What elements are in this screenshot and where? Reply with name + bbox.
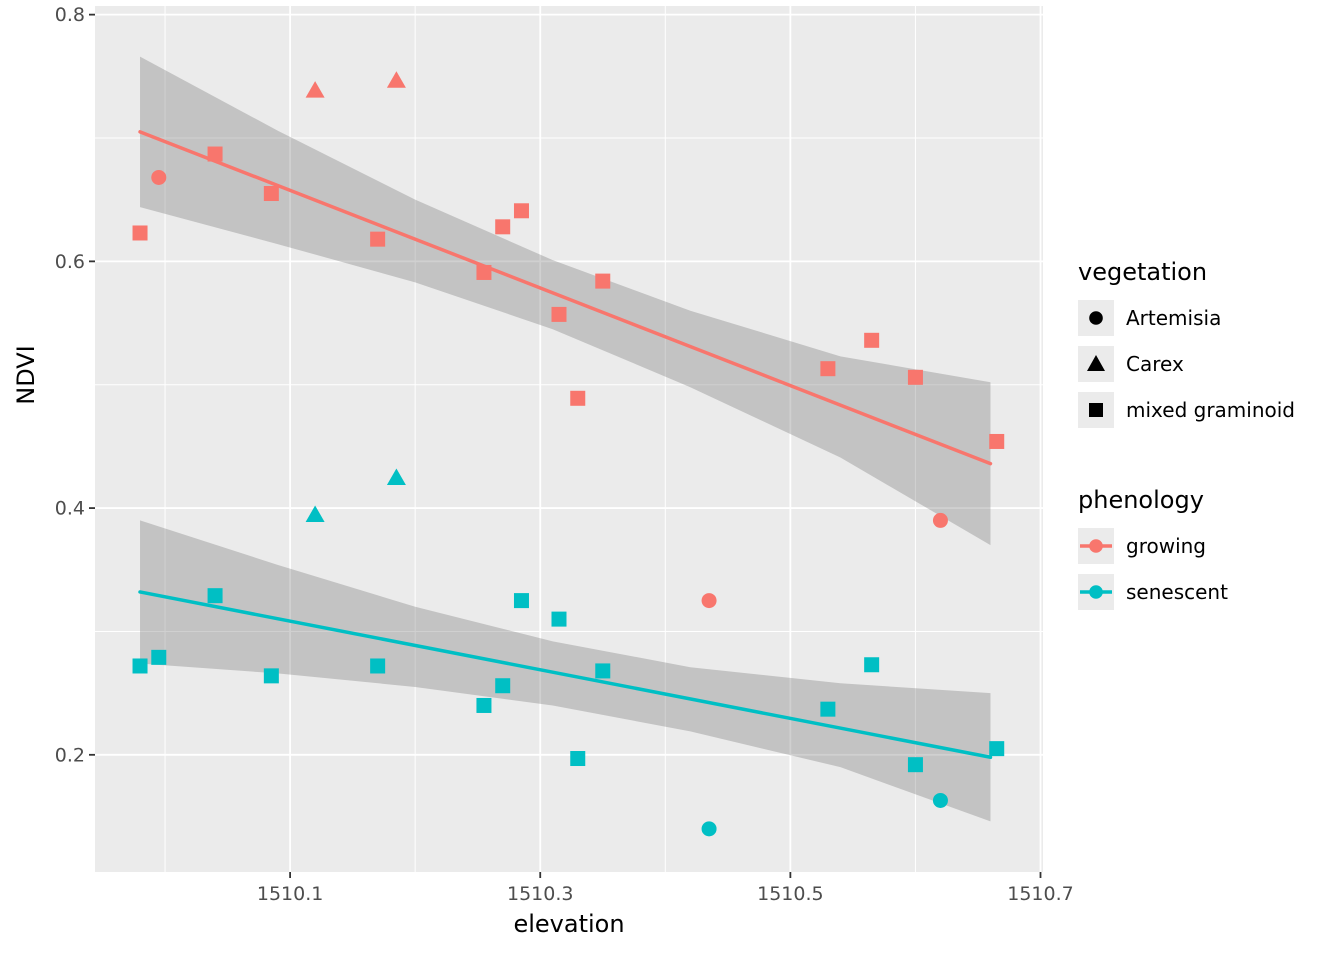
x-tick-label: 1510.1 (257, 883, 323, 905)
data-point-circle-senescent (701, 821, 717, 837)
legend-item-mixed-graminoid: mixed graminoid (1078, 392, 1295, 428)
data-point-triangle-growing (386, 71, 406, 88)
data-point-square-growing (864, 332, 880, 348)
legend-item-carex: Carex (1078, 346, 1295, 382)
carex-triangle-icon (1078, 346, 1114, 382)
data-point-square-growing (513, 203, 529, 219)
y-tick-label: 0.4 (55, 498, 85, 520)
x-tick-label: 1510.3 (507, 883, 573, 905)
y-tick-label: 0.2 (55, 744, 85, 766)
senescent-line-point-icon (1078, 574, 1114, 610)
legend-label-carex: Carex (1126, 352, 1184, 376)
legend-group-phenology: phenology growing senescent (1078, 486, 1295, 610)
mixed-graminoid-square-icon (1078, 392, 1114, 428)
data-point-square-growing (370, 231, 386, 247)
legend-label-artemisia: Artemisia (1126, 306, 1222, 330)
data-point-square-growing (907, 369, 923, 385)
data-point-square-senescent (495, 678, 511, 694)
data-point-square-senescent (151, 649, 167, 665)
data-point-square-senescent (820, 701, 836, 717)
data-point-triangle-senescent (305, 505, 325, 522)
data-point-square-senescent (263, 668, 279, 684)
data-point-square-senescent (476, 697, 492, 713)
legend-label-mixed-graminoid: mixed graminoid (1126, 398, 1295, 422)
data-point-square-senescent (989, 741, 1005, 757)
data-point-square-growing (207, 146, 223, 162)
data-point-square-growing (570, 390, 586, 406)
regression-line-growing (138, 130, 993, 466)
data-point-circle-growing (701, 593, 717, 609)
data-point-square-senescent (207, 588, 223, 604)
legend-title-vegetation: vegetation (1078, 258, 1208, 286)
legend-label-senescent: senescent (1126, 580, 1228, 604)
data-point-triangle-senescent (386, 468, 406, 485)
legend-item-senescent: senescent (1078, 574, 1295, 610)
legend-item-artemisia: Artemisia (1078, 300, 1295, 336)
y-tick-label: 0.8 (55, 4, 85, 26)
growing-line-point-icon (1078, 528, 1114, 564)
plot-panel (95, 6, 1043, 872)
data-point-square-growing (989, 433, 1005, 449)
data-point-square-growing (820, 361, 836, 377)
legend-item-growing: growing (1078, 528, 1295, 564)
data-point-square-senescent (551, 611, 567, 627)
y-tick-label: 0.6 (55, 251, 85, 273)
data-point-square-senescent (513, 593, 529, 609)
data-point-circle-growing (932, 512, 948, 528)
data-point-triangle-growing (305, 81, 325, 98)
data-point-square-growing (132, 225, 148, 241)
y-axis-title: NDVI (12, 345, 40, 405)
data-point-square-growing (595, 273, 611, 289)
legend-label-growing: growing (1126, 534, 1206, 558)
data-point-circle-growing (151, 169, 167, 185)
data-point-square-senescent (570, 751, 586, 767)
data-point-square-growing (263, 186, 279, 202)
data-point-square-senescent (595, 663, 611, 679)
confidence-band-senescent (140, 520, 991, 822)
data-point-square-growing (476, 264, 492, 280)
artemisia-circle-icon (1078, 300, 1114, 336)
x-axis-title: elevation (513, 910, 625, 938)
confidence-band-growing (140, 56, 991, 546)
data-point-square-growing (495, 219, 511, 235)
legend-group-vegetation: vegetation Artemisia Carex mixed gramino… (1078, 258, 1295, 428)
x-tick-label: 1510.7 (1007, 883, 1073, 905)
legend-panel: vegetation Artemisia Carex mixed gramino… (1078, 258, 1295, 620)
data-point-square-senescent (907, 757, 923, 773)
data-point-square-senescent (864, 657, 880, 673)
data-point-circle-senescent (932, 792, 948, 808)
x-tick-label: 1510.5 (757, 883, 823, 905)
data-point-square-senescent (132, 658, 148, 674)
legend-title-phenology: phenology (1078, 486, 1204, 514)
data-point-square-growing (551, 306, 567, 322)
data-point-square-senescent (370, 658, 386, 674)
regression-line-senescent (138, 590, 993, 760)
